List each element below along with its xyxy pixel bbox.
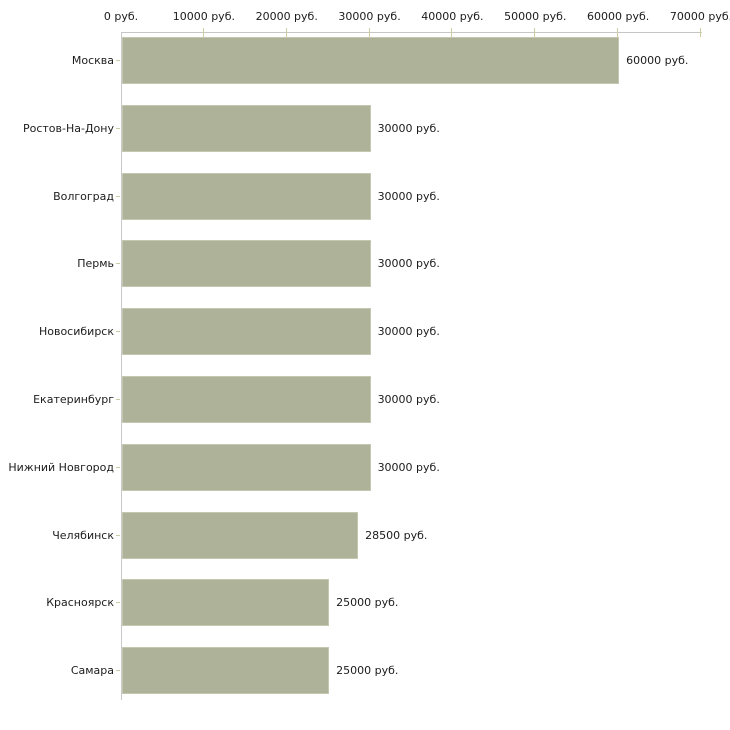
value-label: 60000 руб.	[626, 54, 689, 67]
x-tick-mark	[700, 28, 701, 37]
y-tick-mark	[116, 670, 120, 672]
x-tick-label: 0 руб.	[103, 10, 139, 23]
category-label: Новосибирск	[38, 325, 114, 339]
category-label: Самара	[70, 664, 114, 678]
x-tick-mark	[285, 28, 287, 37]
x-tick-label: 40000 руб.	[421, 10, 484, 23]
category-label: Екатеринбург	[33, 393, 114, 406]
y-tick-mark	[116, 263, 120, 265]
y-tick-mark	[116, 195, 120, 197]
value-label: 30000 руб.	[377, 460, 440, 474]
y-tick-mark	[116, 534, 120, 536]
category-label: Красноярск	[46, 596, 114, 610]
y-tick-mark	[116, 331, 120, 333]
bar	[122, 443, 371, 491]
value-label: 30000 руб.	[377, 393, 440, 406]
bar	[122, 104, 371, 152]
value-label: 30000 руб.	[377, 325, 440, 339]
value-label: 30000 руб.	[377, 121, 440, 135]
value-label: 30000 руб.	[377, 189, 440, 203]
category-label: Ростов-На-Дону	[22, 121, 114, 135]
value-label: 25000 руб.	[336, 664, 399, 678]
x-tick-mark	[534, 28, 536, 37]
x-tick-label: 30000 руб.	[338, 10, 401, 23]
x-tick-mark	[368, 28, 370, 37]
bar	[122, 308, 371, 356]
y-tick-mark	[116, 399, 120, 400]
x-axis-line	[121, 32, 702, 33]
y-tick-mark	[116, 466, 120, 468]
bar	[122, 511, 359, 559]
bar	[122, 172, 371, 220]
x-tick-label: 20000 руб.	[255, 10, 318, 23]
x-tick-label: 50000 руб.	[504, 10, 567, 23]
bar	[122, 37, 620, 84]
y-tick-mark	[116, 60, 120, 61]
category-label: Нижний Новгород	[8, 460, 114, 474]
plot-area: 0 руб. 10000 руб. 20000 руб. 30000 руб. 4000…	[8, 10, 730, 700]
category-label: Челябинск	[52, 528, 114, 542]
bar	[122, 240, 371, 288]
x-tick-label: 70000 руб.	[669, 10, 730, 23]
bar	[122, 376, 371, 423]
category-label: Пермь	[77, 257, 114, 271]
y-tick-mark	[116, 127, 120, 129]
x-tick-mark	[451, 28, 453, 37]
bar	[122, 579, 330, 627]
value-label: 25000 руб.	[336, 596, 399, 610]
x-tick-mark	[202, 28, 204, 37]
x-tick-mark	[617, 28, 619, 37]
value-label: 30000 руб.	[377, 257, 440, 271]
y-axis-line	[121, 32, 122, 700]
bar	[122, 647, 330, 695]
x-tick-label: 60000 руб.	[587, 10, 650, 23]
x-tick-label: 10000 руб.	[172, 10, 235, 23]
y-tick-mark	[116, 602, 120, 604]
category-label: Волгоград	[53, 189, 114, 203]
value-label: 28500 руб.	[365, 528, 428, 542]
category-label: Москва	[71, 54, 114, 67]
